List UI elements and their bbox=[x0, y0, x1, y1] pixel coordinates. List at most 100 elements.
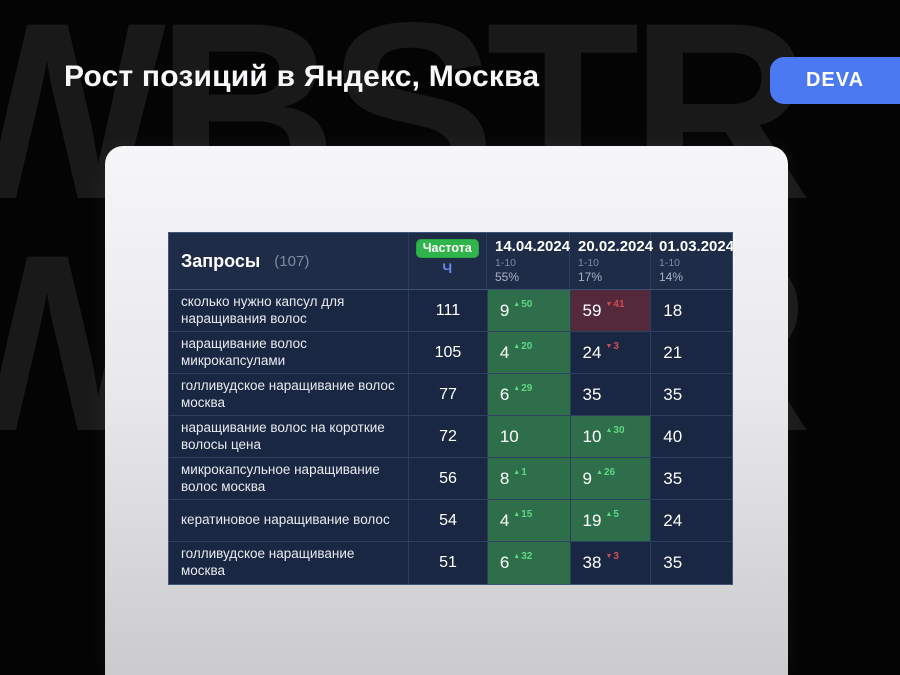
table-row: кератиновое наращивание волос 54 415 195… bbox=[169, 500, 732, 542]
position-value: 10 bbox=[582, 426, 602, 446]
positions-table: Запросы (107) Частота Ч 14.04.2024 1-10 … bbox=[168, 232, 735, 585]
table-row: сколько нужно капсул для наращивания вол… bbox=[169, 290, 732, 332]
table-row: наращивание волос на короткие волосы цен… bbox=[169, 416, 732, 458]
query-text: наращивание волос на короткие волосы цен… bbox=[181, 419, 385, 452]
position-cell: 383 bbox=[571, 542, 652, 584]
position-cell: 629 bbox=[487, 374, 571, 415]
table-row: голливудское наращивание волос москва 77… bbox=[169, 374, 732, 416]
query-cell: голливудское наращивание волос москва bbox=[169, 374, 410, 415]
position-value: 35 bbox=[663, 468, 683, 488]
position-value: 4 bbox=[499, 342, 510, 362]
position-value: 18 bbox=[663, 300, 683, 320]
column-range: 1-10 bbox=[578, 256, 600, 269]
screenshot-card: Запросы (107) Частота Ч 14.04.2024 1-10 … bbox=[105, 146, 788, 675]
frequency-sort-badge[interactable]: Частота bbox=[415, 239, 479, 258]
position-value: 59 bbox=[582, 300, 602, 320]
position-value: 35 bbox=[663, 553, 683, 572]
delta-badge: 32 bbox=[513, 551, 532, 562]
position-cell: 21 bbox=[651, 332, 732, 373]
table-header-row: Запросы (107) Частота Ч 14.04.2024 1-10 … bbox=[169, 233, 735, 290]
position-cell: 81 bbox=[487, 458, 571, 499]
frequency-column-header: Частота Ч bbox=[409, 233, 487, 289]
frequency-cell: 77 bbox=[409, 374, 488, 415]
position-value: 35 bbox=[663, 384, 683, 404]
position-value: 24 bbox=[582, 342, 602, 362]
position-cell: 415 bbox=[487, 500, 571, 541]
query-cell: голливудское наращивание москва bbox=[169, 542, 410, 584]
position-value: 9 bbox=[582, 468, 592, 488]
query-cell: наращивание волос микрокапсулами bbox=[169, 332, 410, 373]
position-cell: 243 bbox=[571, 332, 652, 373]
position-value: 38 bbox=[582, 553, 602, 572]
column-range: 1-10 bbox=[495, 256, 517, 269]
delta-badge: 20 bbox=[513, 341, 532, 352]
position-value: 40 bbox=[663, 426, 683, 446]
query-text: микрокапсульное наращивание волос москва bbox=[181, 461, 380, 494]
delta-badge: 3 bbox=[605, 551, 619, 562]
column-percent: 17% bbox=[578, 269, 603, 284]
delta-badge: 41 bbox=[605, 299, 624, 310]
query-text: голливудское наращивание волос москва bbox=[181, 377, 395, 410]
position-cell: 35 bbox=[651, 374, 732, 415]
table-row: голливудское наращивание москва 51 632 3… bbox=[169, 542, 732, 584]
frequency-value: 54 bbox=[439, 511, 457, 529]
frequency-cell: 72 bbox=[409, 416, 488, 457]
frequency-cell: 56 bbox=[409, 458, 488, 499]
page-title: Рост позиций в Яндекс, Москва bbox=[64, 60, 540, 93]
column-percent: 55% bbox=[495, 269, 520, 284]
query-cell: микрокапсульное наращивание волос москва bbox=[169, 458, 410, 499]
position-cell: 10 bbox=[487, 416, 571, 457]
delta-badge: 29 bbox=[513, 383, 532, 394]
position-value: 9 bbox=[499, 300, 510, 320]
delta-badge: 15 bbox=[513, 509, 532, 520]
frequency-cell: 105 bbox=[409, 332, 488, 373]
frequency-value: 56 bbox=[439, 469, 457, 487]
query-cell: сколько нужно капсул для наращивания вол… bbox=[169, 290, 410, 331]
query-cell: наращивание волос на короткие волосы цен… bbox=[169, 416, 410, 457]
delta-badge: 5 bbox=[605, 509, 619, 520]
frequency-link[interactable]: Ч bbox=[442, 260, 453, 276]
frequency-value: 111 bbox=[435, 301, 461, 319]
queries-label: Запросы bbox=[181, 250, 261, 271]
queries-column-header: Запросы (107) bbox=[169, 233, 409, 289]
query-text: сколько нужно капсул для наращивания вол… bbox=[181, 293, 345, 326]
position-value: 24 bbox=[663, 510, 683, 530]
position-cell: 35 bbox=[651, 458, 732, 499]
position-cell: 18 bbox=[651, 290, 732, 331]
frequency-value: 105 bbox=[434, 343, 462, 361]
column-date: 01.03.2024 bbox=[659, 238, 735, 255]
position-cell: 35 bbox=[571, 374, 652, 415]
date-column-header-1: 14.04.2024 1-10 55% bbox=[487, 233, 570, 289]
frequency-value: 51 bbox=[439, 554, 457, 571]
date-column-header-2: 20.02.2024 1-10 17% bbox=[570, 233, 654, 289]
delta-badge: 30 bbox=[605, 425, 624, 436]
delta-badge: 26 bbox=[596, 467, 615, 478]
column-range: 1-10 bbox=[659, 256, 681, 269]
position-cell: 40 bbox=[651, 416, 732, 457]
frequency-cell: 54 bbox=[409, 500, 488, 541]
table-row: наращивание волос микрокапсулами 105 420… bbox=[169, 332, 732, 374]
position-value: 6 bbox=[499, 553, 510, 572]
column-date: 20.02.2024 bbox=[578, 238, 654, 255]
frequency-value: 72 bbox=[439, 427, 457, 445]
position-cell: 5941 bbox=[570, 290, 652, 331]
date-column-header-3: 01.03.2024 1-10 14% bbox=[651, 233, 735, 289]
delta-badge: 1 bbox=[513, 467, 527, 478]
position-cell: 9 26 bbox=[570, 458, 652, 499]
position-cell: 420 bbox=[487, 332, 571, 373]
brand-button[interactable]: DEVA bbox=[770, 57, 900, 104]
query-text: голливудское наращивание москва bbox=[181, 546, 355, 578]
query-text: кератиновое наращивание волос bbox=[181, 512, 390, 528]
column-percent: 14% bbox=[659, 269, 684, 284]
position-cell: 950 bbox=[487, 290, 571, 331]
query-cell: кератиновое наращивание волос bbox=[169, 500, 410, 541]
position-value: 21 bbox=[663, 342, 683, 362]
table-row: микрокапсульное наращивание волос москва… bbox=[169, 458, 732, 500]
table-body: сколько нужно капсул для наращивания вол… bbox=[169, 290, 732, 584]
position-value: 10 bbox=[499, 426, 519, 446]
queries-count: (107) bbox=[274, 252, 310, 270]
position-cell: 1030 bbox=[570, 416, 652, 457]
position-cell: 24 bbox=[651, 500, 732, 541]
position-cell: 632 bbox=[487, 542, 571, 584]
query-text: наращивание волос микрокапсулами bbox=[181, 335, 307, 368]
